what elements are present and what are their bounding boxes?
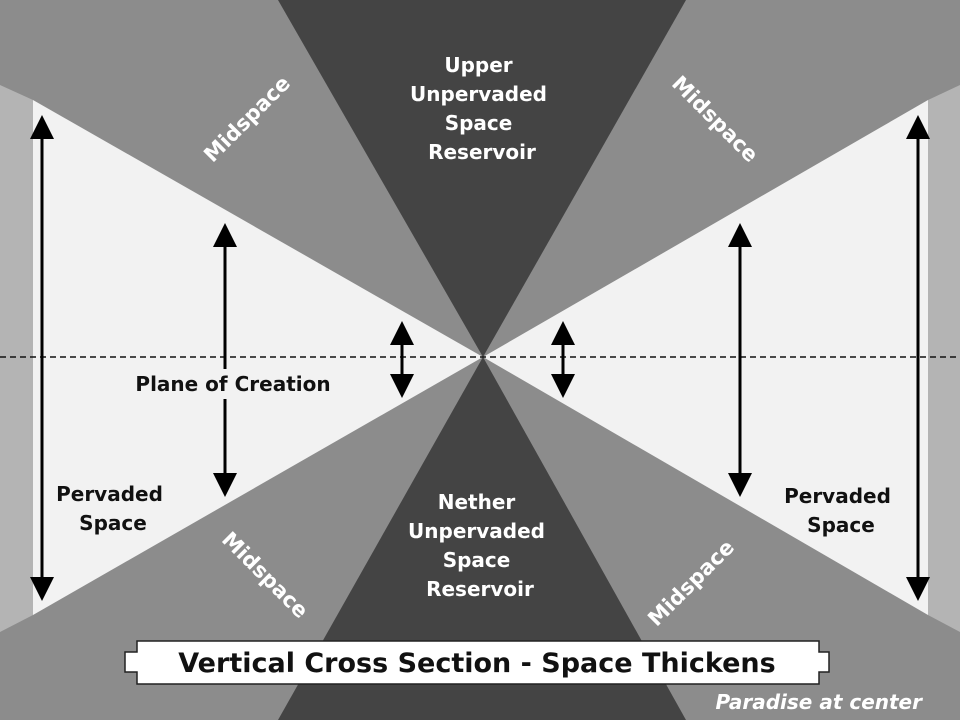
- nether-reservoir-line-1: Nether: [438, 490, 516, 514]
- upper-reservoir-label: Upper Unpervaded Space Reservoir: [410, 53, 554, 164]
- upper-reservoir-line-4: Reservoir: [428, 140, 536, 164]
- banner-shape: [124, 640, 830, 685]
- pervaded-right-line-1: Pervaded: [784, 484, 891, 508]
- nether-reservoir-line-2: Unpervaded: [408, 519, 545, 543]
- pervaded-left-line-2: Space: [79, 511, 147, 535]
- upper-reservoir-wedge: [278, 0, 686, 357]
- upper-reservoir-line-3: Space: [445, 111, 513, 135]
- nether-reservoir-label: Nether Unpervaded Space Reservoir: [408, 490, 552, 601]
- plane-of-creation-label: Plane of Creation: [135, 372, 330, 396]
- nether-reservoir-line-4: Reservoir: [426, 577, 534, 601]
- nether-reservoir-line-3: Space: [443, 548, 511, 572]
- upper-reservoir-line-1: Upper: [444, 53, 512, 77]
- pervaded-space-left-wedge: [33, 100, 483, 615]
- pervaded-space-right-label: Pervaded Space: [784, 484, 898, 537]
- footnote-paradise: Paradise at center: [715, 690, 923, 714]
- left-side-strip: [0, 85, 33, 632]
- banner-title: Vertical Cross Section - Space Thickens: [178, 648, 775, 679]
- upper-reservoir-line-2: Unpervaded: [410, 82, 547, 106]
- title-banner: Vertical Cross Section - Space Thickens: [124, 640, 830, 685]
- pervaded-space-left-label: Pervaded Space: [56, 482, 170, 535]
- nether-reservoir-wedge: [278, 357, 686, 720]
- right-side-strip: [928, 85, 960, 632]
- pervaded-right-line-2: Space: [807, 513, 875, 537]
- pervaded-left-line-1: Pervaded: [56, 482, 163, 506]
- plane-label-backdrop: [132, 369, 332, 399]
